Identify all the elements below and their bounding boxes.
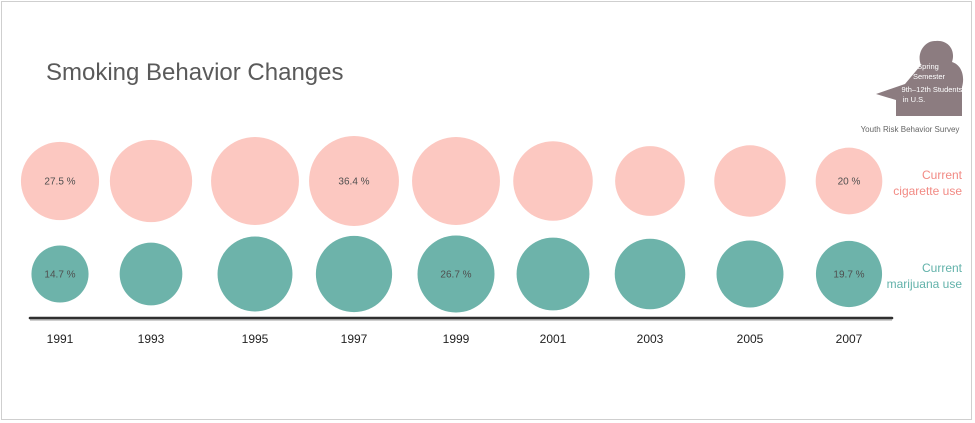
x-tick-2001: 2001: [540, 332, 567, 346]
bubble-marijuana-2007: [815, 240, 883, 308]
badge-line-semester: Semester: [913, 72, 946, 81]
bubble-marijuana-1999: [417, 235, 495, 313]
bubble-cigarette-1995: [211, 137, 299, 225]
bubble-cigarette-2003: [615, 146, 685, 216]
chart-title: Smoking Behavior Changes: [46, 59, 344, 86]
x-tick-1997: 1997: [341, 332, 368, 346]
survey-badge: Spring Semester 9th–12th Students in U.S…: [861, 40, 964, 134]
x-tick-1999: 1999: [443, 332, 470, 346]
bubble-marijuana-2001: [516, 237, 590, 311]
bubble-cigarette-1991: [20, 141, 100, 221]
series-label-cigarette-1: Current: [922, 168, 963, 182]
bubble-layer: [20, 136, 883, 313]
x-tick-1993: 1993: [138, 332, 165, 346]
value-label-layer: 27.5 % 36.4 % 20 % 14.7 % 26.7 % 19.7 %: [44, 177, 864, 281]
badge-shape: [876, 40, 964, 116]
badge-line-spring: Spring: [917, 62, 939, 71]
bubble-marijuana-1993: [119, 242, 183, 306]
badge-caption: Youth Risk Behavior Survey: [861, 125, 960, 134]
x-tick-layer: 1991 1993 1995 1997 1999 2001 2003 2005 2007: [47, 332, 863, 346]
bubble-marijuana-2005: [716, 240, 784, 308]
bubble-cigarette-2001: [513, 141, 593, 221]
bubble-cigarette-2007: [815, 147, 883, 215]
bubble-marijuana-1995: [217, 236, 293, 312]
series-label-layer: Current cigarette use Current marijuana use: [887, 168, 963, 291]
x-tick-2007: 2007: [836, 332, 863, 346]
x-tick-2005: 2005: [737, 332, 764, 346]
series-label-marijuana-1: Current: [922, 261, 963, 275]
series-label-cigarette-2: cigarette use: [893, 184, 962, 198]
bubble-marijuana-2003: [614, 238, 686, 310]
bubble-cigarette-2005: [714, 145, 786, 217]
value-label-marijuana-2007: 19.7 %: [833, 270, 864, 281]
bubble-marijuana-1991: [31, 245, 89, 303]
bubble-cigarette-1997: [309, 136, 399, 226]
bubble-cigarette-1993: [109, 139, 193, 223]
series-label-marijuana-2: marijuana use: [887, 277, 963, 291]
value-label-cigarette-1997: 36.4 %: [338, 177, 369, 188]
value-label-marijuana-1999: 26.7 %: [440, 270, 471, 281]
badge-line-us: in U.S.: [903, 95, 926, 104]
value-label-marijuana-1991: 14.7 %: [44, 270, 75, 281]
badge-line-students: 9th–12th Students: [902, 85, 963, 94]
bubble-cigarette-1999: [412, 137, 500, 225]
value-label-cigarette-2007: 20 %: [838, 177, 861, 188]
value-label-cigarette-1991: 27.5 %: [44, 177, 75, 188]
x-tick-1991: 1991: [47, 332, 74, 346]
x-tick-2003: 2003: [637, 332, 664, 346]
x-tick-1995: 1995: [242, 332, 269, 346]
bubble-marijuana-1997: [315, 235, 393, 313]
